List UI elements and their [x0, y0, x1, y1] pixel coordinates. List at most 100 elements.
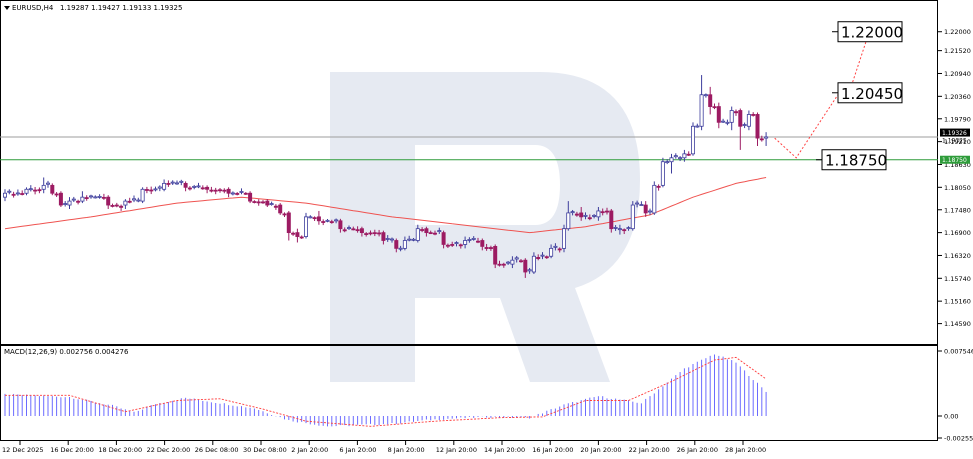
candle: [389, 237, 394, 243]
candle: [600, 208, 605, 216]
candle: [708, 86, 713, 115]
candle: [174, 180, 179, 185]
x-tick-label: 26 Dec 08:00: [195, 446, 239, 454]
candle: [691, 122, 696, 156]
macd-panel-frame: [0, 345, 938, 441]
candle: [243, 192, 248, 195]
candle: [501, 262, 506, 268]
candle: [630, 201, 635, 231]
candle: [484, 243, 489, 251]
macd-signal-layer: [5, 356, 767, 427]
candle: [635, 200, 640, 208]
moving-average-line: [4, 177, 767, 234]
current-price-tag-label: 1.19326: [942, 130, 967, 137]
candle: [260, 200, 265, 204]
y-tick-label: 1.15160: [944, 298, 971, 306]
candle: [639, 201, 644, 207]
candle: [574, 211, 579, 217]
candle: [192, 184, 197, 190]
candle: [488, 245, 493, 251]
candle: [11, 191, 16, 198]
y-tick-label: 1.16900: [944, 229, 971, 237]
candle: [217, 188, 222, 193]
candle: [716, 102, 721, 129]
y-tick-label: 1.14590: [944, 320, 971, 328]
candle: [351, 226, 356, 231]
candle: [136, 197, 141, 203]
candle: [80, 191, 85, 204]
candle: [295, 228, 300, 243]
candle: [587, 214, 592, 221]
candle: [329, 219, 334, 224]
candle: [321, 219, 326, 226]
candle: [63, 201, 68, 207]
candle: [256, 199, 261, 206]
candle: [291, 231, 296, 236]
candle: [33, 186, 38, 195]
candle: [738, 108, 743, 150]
candle: [536, 254, 541, 261]
candle: [166, 180, 171, 187]
candle: [372, 229, 377, 237]
macd-y-tick-label: 0.007546: [944, 348, 973, 356]
candle: [131, 195, 136, 203]
candle: [721, 118, 726, 123]
candle: [411, 237, 416, 242]
candle: [531, 252, 536, 274]
candle: [222, 188, 227, 194]
candle: [183, 181, 188, 192]
candle: [557, 247, 562, 253]
candle: [592, 214, 597, 219]
candle: [282, 212, 287, 218]
price-annotation-label: 1.20450: [841, 85, 903, 103]
y-tick-label: 1.16320: [944, 252, 971, 260]
candle: [110, 203, 115, 208]
moving-average-layer: [4, 177, 767, 234]
candle: [153, 186, 158, 192]
y-tick-label: 1.19790: [944, 115, 971, 123]
x-tick-label: 6 Jan 20:00: [339, 446, 376, 454]
candle: [50, 183, 55, 196]
candle: [239, 188, 244, 195]
macd-signal-line: [5, 356, 767, 427]
candle: [415, 224, 420, 243]
candle: [67, 197, 72, 209]
x-tick-label: 30 Dec 08:00: [243, 446, 287, 454]
candle: [338, 218, 343, 233]
candle: [20, 190, 25, 196]
candle: [385, 235, 390, 242]
ohlc-label: 1.19287 1.19427 1.19133 1.19325: [60, 4, 182, 12]
candle: [682, 149, 687, 162]
candle: [157, 185, 162, 192]
candle: [605, 207, 610, 215]
candle: [764, 132, 769, 146]
candle: [437, 227, 442, 234]
candle: [144, 186, 149, 194]
candle: [114, 202, 119, 208]
x-tick-label: 12 Dec 2025: [2, 446, 44, 454]
candle: [626, 226, 631, 231]
macd-y-tick-label: 0.00: [944, 412, 958, 420]
x-tick-label: 16 Dec 20:00: [50, 446, 94, 454]
candle: [119, 204, 124, 211]
candle: [656, 184, 661, 191]
candle: [734, 109, 739, 116]
macd-histogram-layer: [4, 354, 767, 427]
candle: [527, 267, 532, 274]
candle: [643, 201, 648, 217]
y-tick-label: 1.15740: [944, 275, 971, 283]
candle: [28, 185, 33, 192]
price-annotation-label: 1.22000: [841, 24, 903, 42]
x-tick-label: 8 Jan 20:00: [388, 446, 425, 454]
candle: [89, 194, 94, 199]
candle: [665, 159, 670, 165]
candle: [540, 252, 545, 260]
candle: [364, 232, 369, 237]
header-menu-icon[interactable]: [4, 6, 10, 10]
watermark-logo: [330, 72, 640, 382]
candle: [7, 189, 12, 195]
candle: [230, 191, 235, 196]
candle: [480, 238, 485, 251]
candle: [235, 192, 240, 196]
